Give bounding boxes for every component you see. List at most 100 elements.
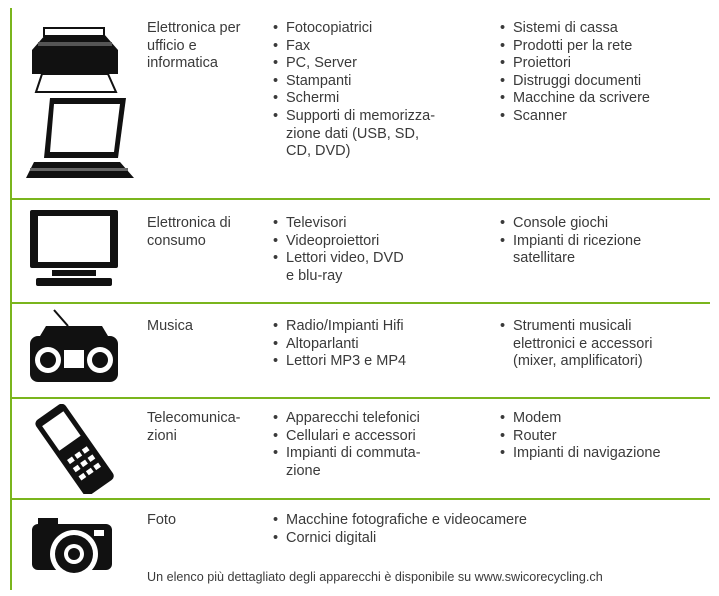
- category: Telecomunica-zioni: [147, 410, 241, 445]
- phone-icon: [35, 404, 114, 494]
- list-item: Cellulari e accessori: [273, 428, 421, 446]
- category: Elettronica di consumo: [147, 215, 231, 250]
- list-item: Proiettori: [500, 55, 650, 73]
- item-text: Fotocopiatrici: [286, 20, 373, 36]
- separator: [10, 198, 710, 200]
- list-item: Videoproiettori: [273, 233, 404, 251]
- category-line: consumo: [147, 232, 206, 249]
- item-text: Distruggi documenti: [513, 72, 642, 89]
- list-item: Cornici digitali: [273, 530, 527, 548]
- item-list: ModemRouterImpianti di navigazione: [500, 410, 661, 463]
- item-list: Macchine fotografiche e videocamereCorni…: [273, 512, 527, 547]
- category: Elettronica per ufficio e informatica: [147, 20, 241, 73]
- item-text: e blu-ray: [286, 267, 343, 284]
- list-item: Impianti di commuta-zione: [273, 445, 421, 480]
- list-item: Impianti di navigazione: [500, 445, 661, 463]
- item-list: Apparecchi telefoniciCellulari e accesso…: [273, 410, 421, 480]
- category: Musica: [147, 318, 193, 336]
- item-text: Console giochi: [513, 215, 609, 231]
- item-list: Radio/Impianti HifiAltoparlantiLettori M…: [273, 318, 406, 371]
- category-line: Elettronica per: [147, 20, 241, 36]
- list-item: Macchine fotografiche e videocamere: [273, 512, 527, 530]
- list-item: Altoparlanti: [273, 336, 406, 354]
- category-line: zioni: [147, 427, 177, 444]
- item-text: Proiettori: [513, 55, 572, 72]
- list-item: Sistemi di cassa: [500, 20, 650, 38]
- list-item: Radio/Impianti Hifi: [273, 318, 406, 336]
- list-item: Apparecchi telefonici: [273, 410, 421, 428]
- item-list: TelevisoriVideoproiettoriLettori video, …: [273, 215, 404, 285]
- category: Foto: [147, 512, 176, 530]
- item-text: zione dati (USB, SD,: [286, 125, 419, 142]
- item-text: CD, DVD): [286, 143, 351, 160]
- item-text: (mixer, amplificatori): [513, 353, 643, 370]
- camera-icon: [32, 518, 112, 578]
- item-text: elettronici e accessori: [513, 335, 653, 352]
- item-text: Impianti di commuta-: [286, 445, 421, 462]
- item-text: satellitare: [513, 250, 576, 267]
- category-line: ufficio e: [147, 37, 197, 54]
- separator: [10, 302, 710, 304]
- item-list: Console giochiImpianti di ricezionesatel…: [500, 215, 641, 268]
- item-text: Apparecchi telefonici: [286, 410, 420, 426]
- category-line: Musica: [147, 318, 193, 334]
- item-list: Sistemi di cassaProdotti per la reteProi…: [500, 20, 650, 126]
- list-item: Macchine da scrivere: [500, 90, 650, 108]
- tv-icon: [30, 210, 118, 286]
- item-text: PC, Server: [286, 55, 357, 72]
- list-item: Televisori: [273, 215, 404, 233]
- item-text: zione: [286, 462, 321, 479]
- category-line: Elettronica di: [147, 215, 231, 231]
- list-item: Console giochi: [500, 215, 641, 233]
- item-text: Scanner: [513, 107, 568, 124]
- category-line: Foto: [147, 512, 177, 528]
- item-text: Macchine da scrivere: [513, 90, 650, 107]
- item-text: Videoproiettori: [286, 232, 380, 249]
- category-line: informatica: [147, 55, 218, 72]
- list-item: Modem: [500, 410, 661, 428]
- item-text: Strumenti musicali: [513, 318, 632, 334]
- item-text: Sistemi di cassa: [513, 20, 618, 36]
- list-item: Stampanti: [273, 73, 435, 91]
- list-item: Schermi: [273, 90, 435, 108]
- item-text: Radio/Impianti Hifi: [286, 318, 404, 334]
- list-item: Router: [500, 428, 661, 446]
- list-item: Fotocopiatrici: [273, 20, 435, 38]
- item-text: Cornici digitali: [286, 529, 377, 546]
- item-text: Schermi: [286, 90, 340, 107]
- item-text: Prodotti per la rete: [513, 37, 633, 54]
- item-text: Lettori MP3 e MP4: [286, 353, 407, 370]
- item-text: Impianti di navigazione: [513, 445, 661, 462]
- item-text: Televisori: [286, 215, 347, 231]
- item-text: Router: [513, 427, 557, 444]
- item-text: Lettori video, DVD: [286, 250, 404, 267]
- printer-laptop-icon: [26, 27, 134, 178]
- separator: [10, 498, 710, 500]
- list-item: Supporti di memorizza-zione dati (USB, S…: [273, 108, 435, 161]
- item-text: Altoparlanti: [286, 335, 359, 352]
- item-text: Cellulari e accessori: [286, 427, 416, 444]
- item-text: Impianti di ricezione: [513, 232, 642, 249]
- footer-note: Un elenco più dettagliato degli apparecc…: [147, 570, 603, 584]
- border: [10, 8, 12, 590]
- item-text: Modem: [513, 410, 562, 426]
- list-item: Lettori MP3 e MP4: [273, 353, 406, 371]
- item-list: FotocopiatriciFaxPC, ServerStampantiSche…: [273, 20, 435, 161]
- list-item: PC, Server: [273, 55, 435, 73]
- list-item: Prodotti per la rete: [500, 38, 650, 56]
- category-line: Telecomunica-: [147, 410, 241, 426]
- item-text: Fax: [286, 37, 311, 54]
- list-item: Fax: [273, 38, 435, 56]
- list-item: Distruggi documenti: [500, 73, 650, 91]
- item-text: Macchine fotografiche e videocamere: [286, 512, 527, 528]
- separator: [10, 397, 710, 399]
- item-text: Stampanti: [286, 72, 352, 89]
- radio-icon: [30, 309, 118, 382]
- item-text: Supporti di memorizza-: [286, 107, 436, 124]
- list-item: Scanner: [500, 108, 650, 126]
